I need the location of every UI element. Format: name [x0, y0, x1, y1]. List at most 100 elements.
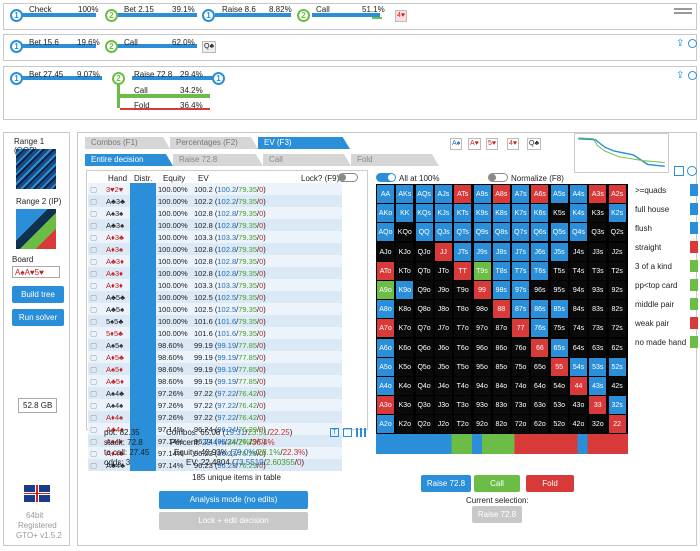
- grid-cell[interactable]: J6s: [530, 241, 550, 262]
- lock-icon[interactable]: ▢: [90, 316, 98, 326]
- grid-cell[interactable]: 85s: [549, 299, 569, 320]
- lock-icon[interactable]: ▢: [90, 232, 98, 242]
- table-row[interactable]: ▢ 5♦5♣ 100.00% 101.6 (101.6/79.35/0): [88, 327, 342, 339]
- grid-cell[interactable]: K9s: [472, 203, 492, 224]
- grid-cell[interactable]: 43o: [569, 395, 588, 416]
- grid-cell[interactable]: Q5o: [414, 356, 434, 377]
- grid-cell[interactable]: K4o: [395, 376, 415, 396]
- table-row[interactable]: ▢ A♦3♠ 100.00% 102.8 (102.8/79.35/0): [88, 243, 342, 255]
- lock-icon[interactable]: ▢: [90, 424, 98, 434]
- grid-cell[interactable]: KTo: [395, 260, 415, 281]
- grid-cell[interactable]: 63s: [588, 337, 608, 358]
- grid-cell[interactable]: 53o: [549, 395, 569, 416]
- grid-cell[interactable]: AQo: [376, 222, 395, 243]
- grid-cell[interactable]: 98o: [472, 299, 492, 320]
- grid-cell[interactable]: A4s: [569, 184, 588, 204]
- grid-cell[interactable]: QTo: [414, 260, 434, 281]
- action-label[interactable]: Check: [29, 5, 52, 14]
- action-label[interactable]: Bet 27.45: [29, 70, 64, 79]
- legend-item[interactable]: straight: [635, 243, 662, 252]
- grid-cell[interactable]: 92o: [472, 414, 492, 435]
- table-row[interactable]: ▢ A♣4♦ 97.14% 96.24 (96.24/76.29/0): [88, 423, 342, 435]
- grid-cell[interactable]: AJo: [376, 241, 395, 262]
- grid-cell[interactable]: T8s: [491, 260, 511, 281]
- table-row[interactable]: ▢ 3♥2♥ 100.00% 100.2 (100.2/79.35/0): [88, 183, 342, 195]
- upload-icon[interactable]: ⇪: [676, 38, 685, 49]
- grid-cell[interactable]: 73s: [588, 318, 608, 339]
- legend-item[interactable]: >=quads: [635, 186, 667, 195]
- grid-cell[interactable]: J4o: [433, 376, 453, 396]
- grid-cell[interactable]: AQs: [414, 184, 434, 204]
- tree-node[interactable]: 2: [105, 9, 118, 22]
- grid-cell[interactable]: Q7s: [511, 222, 531, 243]
- fold-button[interactable]: Fold: [526, 475, 574, 492]
- grid-cell[interactable]: 64s: [569, 337, 588, 358]
- legend-item[interactable]: weak pair: [635, 319, 670, 328]
- grid-cell[interactable]: Q3o: [414, 395, 434, 416]
- build-tree-button[interactable]: Build tree: [12, 286, 64, 303]
- grid-cell[interactable]: K9o: [395, 280, 415, 300]
- grid-cell[interactable]: A2s: [607, 184, 627, 204]
- grid-cell[interactable]: KJs: [433, 203, 453, 224]
- action-label[interactable]: Bet 15.6: [29, 38, 59, 47]
- tab-percentages[interactable]: Percentages (F2): [170, 137, 258, 149]
- grid-cell[interactable]: AKo: [376, 203, 395, 224]
- lock-icon[interactable]: ▢: [90, 376, 98, 386]
- grid-cell[interactable]: 77: [511, 318, 531, 339]
- grid-cell[interactable]: J8o: [433, 299, 453, 320]
- grid-cell[interactable]: Q2o: [414, 414, 434, 435]
- grid-cell[interactable]: J6o: [433, 337, 453, 358]
- col-header-hand[interactable]: Hand: [108, 174, 128, 183]
- action-label[interactable]: Raise 72.8: [134, 70, 173, 79]
- grid-cell[interactable]: 52o: [549, 414, 569, 435]
- grid-cell[interactable]: Q7o: [414, 318, 434, 339]
- lock-icon[interactable]: ▢: [90, 448, 98, 458]
- raise-button[interactable]: Raise 72.8: [421, 475, 471, 492]
- grid-cell[interactable]: Q4s: [569, 222, 588, 243]
- grid-cell[interactable]: 32o: [588, 414, 608, 435]
- grid-cell[interactable]: 75s: [549, 318, 569, 339]
- grid-cell[interactable]: JJ: [433, 241, 453, 262]
- tree-node[interactable]: 1: [10, 9, 23, 22]
- grid-cell[interactable]: T7s: [511, 260, 531, 281]
- table-row[interactable]: ▢ A♠4♠ 97.26% 97.22 (97.22/76.42/0): [88, 399, 342, 411]
- equity-graph[interactable]: [574, 133, 669, 173]
- chart-icon[interactable]: [356, 428, 366, 437]
- table-row[interactable]: ▢ A♣3♦ 100.00% 102.8 (102.8/79.35/0): [88, 255, 342, 267]
- grid-cell[interactable]: K4s: [569, 203, 588, 224]
- grid-cell[interactable]: A5s: [549, 184, 569, 204]
- grid-cell[interactable]: 63o: [530, 395, 550, 416]
- col-header-ev[interactable]: EV: [198, 174, 209, 183]
- lock-icon[interactable]: ▢: [90, 328, 98, 338]
- grid-cell[interactable]: Q5s: [549, 222, 569, 243]
- grid-cell[interactable]: K5o: [395, 356, 415, 377]
- grid-cell[interactable]: A9s: [472, 184, 492, 204]
- grid-cell[interactable]: A9o: [376, 280, 395, 300]
- tree-node[interactable]: 2: [112, 72, 125, 85]
- action-label[interactable]: Call: [124, 38, 138, 47]
- external-link-icon[interactable]: [674, 166, 684, 176]
- lock-icon[interactable]: ▢: [90, 220, 98, 230]
- grid-cell[interactable]: Q6o: [414, 337, 434, 358]
- grid-cell[interactable]: JTs: [453, 241, 473, 262]
- call-button[interactable]: Call: [474, 475, 520, 492]
- grid-cell[interactable]: 66: [530, 337, 550, 358]
- grid-cell[interactable]: KQo: [395, 222, 415, 243]
- grid-cell[interactable]: 54o: [549, 376, 569, 396]
- grid-cell[interactable]: 86o: [491, 337, 511, 358]
- tab-entire-decision[interactable]: Entire decision: [85, 154, 173, 166]
- grid-cell[interactable]: 84o: [491, 376, 511, 396]
- legend-item[interactable]: pp<top card: [635, 281, 678, 290]
- tree-node[interactable]: 2: [297, 9, 310, 22]
- circle-icon[interactable]: [687, 166, 697, 176]
- grid-cell[interactable]: 84s: [569, 299, 588, 320]
- grid-cell[interactable]: T9o: [453, 280, 473, 300]
- external-link-icon[interactable]: [343, 428, 352, 437]
- grid-cell[interactable]: QTs: [453, 222, 473, 243]
- tree-node[interactable]: 2: [105, 40, 118, 53]
- grid-cell[interactable]: 96s: [530, 280, 550, 300]
- grid-cell[interactable]: KQs: [414, 203, 434, 224]
- analysis-mode-button[interactable]: Analysis mode (no edits): [159, 491, 308, 509]
- grid-cell[interactable]: JTo: [433, 260, 453, 281]
- grid-cell[interactable]: T5s: [549, 260, 569, 281]
